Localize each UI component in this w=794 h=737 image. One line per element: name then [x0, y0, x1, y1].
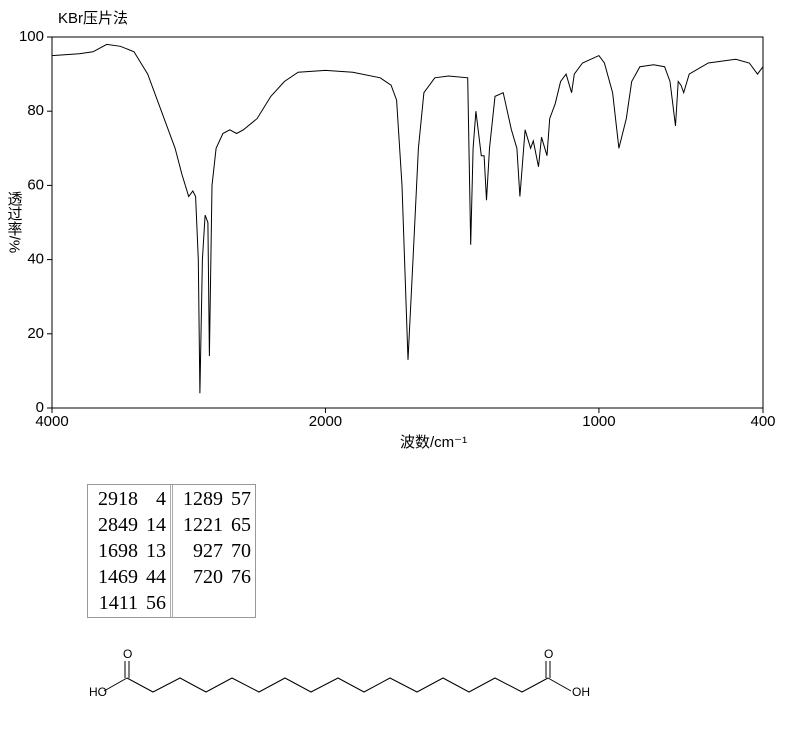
spectrum-line [51, 43, 764, 394]
y-tick-label: 80 [27, 102, 44, 119]
table-row: 1698 13 [92, 538, 166, 564]
table-cell [177, 590, 223, 616]
chart-title: KBr压片法 [58, 10, 128, 27]
table-cell: 927 [193, 540, 223, 562]
table-cell: 1221 [183, 514, 223, 536]
x-tick-label: 1000 [582, 413, 615, 430]
y-tick-label: 0 [36, 399, 44, 416]
table-cell: 44 [146, 566, 166, 588]
y-tick-label: 20 [27, 325, 44, 342]
table-cell: 14 [146, 514, 166, 536]
x-tick-label: 4000 [35, 413, 68, 430]
table-cell: 1289 [183, 488, 223, 510]
table-cell [223, 590, 251, 616]
table-cell: 720 [193, 566, 223, 588]
table-cell: 56 [146, 592, 166, 614]
table-cell: 1411 [98, 592, 138, 614]
table-row: 927 70 [177, 538, 251, 564]
atom-label: OH [572, 685, 590, 699]
atom-label: HO [89, 685, 107, 699]
table-cell: 76 [231, 566, 251, 588]
table-cell: 2849 [98, 514, 138, 536]
table-cell: 1698 [98, 540, 138, 562]
table-cell: 65 [231, 514, 251, 536]
y-tick-label: 60 [27, 176, 44, 193]
table-cell: 57 [231, 488, 251, 510]
atom-label: O [123, 647, 132, 661]
table-row: 1411 56 [92, 590, 166, 616]
table-row: 1289 57 [177, 486, 251, 512]
x-tick-label: 400 [750, 413, 775, 430]
y-tick-label: 100 [19, 28, 44, 45]
plot-frame [51, 36, 764, 409]
table-cell: 2918 [98, 488, 138, 510]
table-row: 2918 4 [92, 486, 166, 512]
y-axis-label: 透过率/% [6, 191, 23, 254]
table-row: 720 76 [177, 564, 251, 590]
table-cell: 13 [146, 540, 166, 562]
table-column: 2918 4 2849 14 1698 13 1469 44 1411 56 [88, 485, 170, 617]
peak-table: 2918 4 2849 14 1698 13 1469 44 1411 56 1289 57 1221 6… [87, 484, 256, 618]
table-row [177, 590, 251, 616]
structure [103, 661, 572, 693]
table-cell: 4 [156, 488, 166, 510]
table-cell: 70 [231, 540, 251, 562]
table-cell: 1469 [98, 566, 138, 588]
table-row: 2849 14 [92, 512, 166, 538]
y-tick-label: 40 [27, 251, 44, 268]
x-tick-label: 2000 [309, 413, 342, 430]
table-column: 1289 57 1221 65 927 70 720 76 [170, 485, 255, 617]
atom-label: O [544, 647, 553, 661]
table-row: 1469 44 [92, 564, 166, 590]
x-axis-label: 波数/cm⁻¹ [400, 434, 467, 451]
table-row: 1221 65 [177, 512, 251, 538]
